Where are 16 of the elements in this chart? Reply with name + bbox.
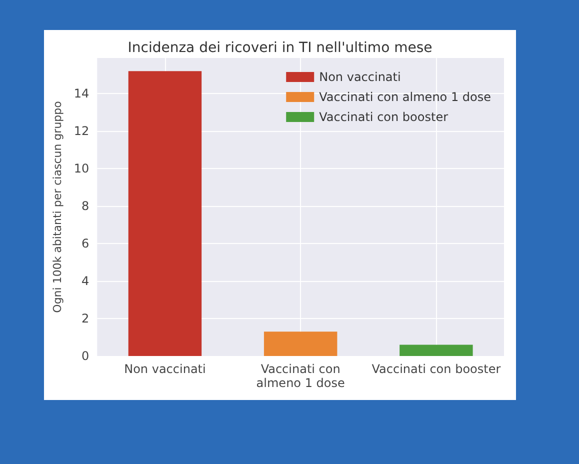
x-tick-label: Vaccinati con booster bbox=[372, 362, 501, 376]
y-tick-label: 2 bbox=[82, 312, 90, 326]
y-axis-title: Ogni 100k abitanti per ciascun gruppo bbox=[51, 100, 64, 313]
x-tick-label: Vaccinati con almeno 1 dose bbox=[256, 362, 345, 390]
legend-label: Non vaccinati bbox=[319, 70, 401, 84]
chart-title: Incidenza dei ricoveri in TI nell'ultimo mese bbox=[128, 40, 432, 56]
legend-label: Vaccinati con almeno 1 dose bbox=[319, 90, 492, 104]
y-tick-label: 0 bbox=[82, 349, 90, 363]
y-tick-label: 14 bbox=[74, 86, 90, 101]
y-tick-label: 8 bbox=[82, 199, 90, 214]
y-tick-label: 4 bbox=[82, 274, 90, 288]
x-tick-label: Non vaccinati bbox=[124, 362, 206, 376]
y-tick-label: 12 bbox=[74, 124, 90, 138]
legend-label: Vaccinati con booster bbox=[319, 110, 448, 124]
y-tick-label: 10 bbox=[74, 162, 90, 176]
y-tick-label: 6 bbox=[82, 236, 90, 251]
